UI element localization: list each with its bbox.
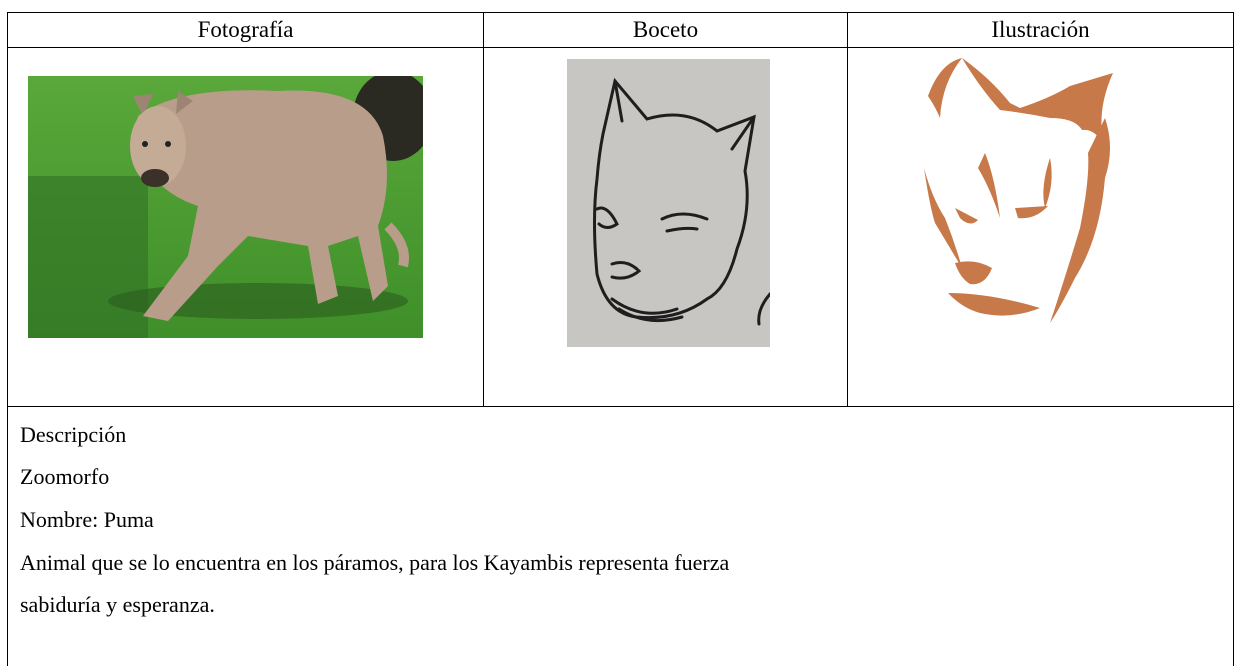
description-text: Animal que se lo encuentra en los páramo…	[20, 550, 730, 617]
description-cell: Descripción Zoomorfo Nombre: Puma Animal…	[7, 406, 1234, 666]
header-text: Boceto	[632, 17, 699, 42]
description-name: Nombre: Puma	[20, 507, 154, 532]
header-cell: Ilustración	[847, 12, 1234, 48]
description-heading: Descripción	[20, 422, 127, 447]
header-cell: Fotografía	[7, 12, 484, 48]
header-text: Fotografía	[197, 17, 294, 42]
header-cell: Boceto	[483, 12, 848, 48]
description-category: Zoomorfo	[20, 464, 110, 489]
puma-sketch	[567, 59, 770, 347]
puma-illustration	[924, 58, 1113, 323]
puma-photo	[28, 76, 423, 338]
header-text: Ilustración	[991, 17, 1090, 42]
